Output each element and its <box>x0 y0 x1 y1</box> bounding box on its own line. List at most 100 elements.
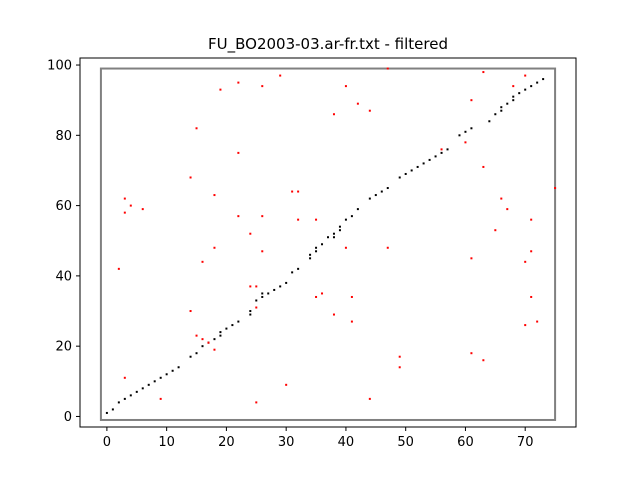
data-point <box>554 187 557 190</box>
data-point <box>315 218 318 221</box>
data-point <box>380 190 383 193</box>
data-point <box>117 401 120 404</box>
data-point <box>530 218 533 221</box>
data-point <box>398 176 401 179</box>
data-point <box>261 250 264 253</box>
x-tick-label: 30 <box>278 435 295 450</box>
data-point <box>237 81 240 84</box>
data-point <box>291 190 294 193</box>
data-point <box>434 155 437 158</box>
data-point <box>506 208 509 211</box>
data-point <box>213 338 216 341</box>
data-point <box>464 130 467 133</box>
data-point <box>261 215 264 218</box>
data-point <box>225 327 228 330</box>
data-point <box>237 151 240 154</box>
x-tick-label: 50 <box>397 435 414 450</box>
data-point <box>530 250 533 253</box>
y-tick-label: 80 <box>55 129 72 144</box>
data-point <box>332 236 335 239</box>
data-point <box>470 127 473 130</box>
data-point <box>195 127 198 130</box>
y-tick-label: 40 <box>55 269 72 284</box>
data-point <box>207 341 210 344</box>
data-point <box>506 102 509 105</box>
data-point <box>321 292 324 295</box>
data-point <box>171 369 174 372</box>
data-point <box>219 331 222 334</box>
data-point <box>135 390 138 393</box>
data-point <box>488 120 491 123</box>
y-tick-label: 100 <box>47 59 72 74</box>
data-point <box>512 99 515 102</box>
data-point <box>123 376 126 379</box>
data-point <box>494 229 497 232</box>
data-point <box>470 99 473 102</box>
data-point <box>255 306 258 309</box>
data-point <box>213 348 216 351</box>
data-point <box>249 285 252 288</box>
data-point <box>189 176 192 179</box>
data-point <box>386 67 389 70</box>
data-point <box>464 141 467 144</box>
data-point <box>518 92 521 95</box>
data-point <box>177 366 180 369</box>
data-point <box>446 148 449 151</box>
data-point <box>524 74 527 77</box>
data-point <box>213 194 216 197</box>
reference-box-rect <box>99 67 557 421</box>
data-point <box>261 292 264 295</box>
data-point <box>494 113 497 116</box>
data-point <box>482 71 485 74</box>
data-point <box>338 229 341 232</box>
data-point <box>470 257 473 260</box>
data-point <box>524 88 527 91</box>
data-point <box>536 81 539 84</box>
data-point <box>315 250 318 253</box>
data-point <box>368 197 371 200</box>
data-point <box>338 225 341 228</box>
series-1 <box>117 67 557 404</box>
data-point <box>315 246 318 249</box>
data-point <box>261 295 264 298</box>
data-point <box>500 109 503 112</box>
data-point <box>285 383 288 386</box>
data-point <box>123 397 126 400</box>
data-point <box>482 165 485 168</box>
data-point <box>482 359 485 362</box>
data-point <box>500 197 503 200</box>
data-point <box>428 158 431 161</box>
data-point <box>332 113 335 116</box>
data-point <box>470 352 473 355</box>
data-point <box>111 408 114 411</box>
data-point <box>279 74 282 77</box>
data-point <box>356 208 359 211</box>
data-point <box>398 355 401 358</box>
data-point <box>195 352 198 355</box>
data-point <box>165 373 168 376</box>
y-tick-label: 20 <box>55 340 72 355</box>
data-point <box>141 208 144 211</box>
data-point <box>159 376 162 379</box>
data-point <box>512 85 515 88</box>
data-point <box>356 102 359 105</box>
data-point <box>129 204 132 207</box>
data-point <box>255 401 258 404</box>
x-tick-label: 60 <box>457 435 474 450</box>
data-point <box>123 211 126 214</box>
x-tick-label: 10 <box>158 435 175 450</box>
data-point <box>297 190 300 193</box>
data-point <box>141 387 144 390</box>
data-point <box>344 218 347 221</box>
data-point <box>255 285 258 288</box>
data-point <box>261 85 264 88</box>
data-point <box>350 295 353 298</box>
data-point <box>321 243 324 246</box>
x-tick-label: 70 <box>517 435 534 450</box>
data-point <box>404 172 407 175</box>
x-tick-label: 0 <box>103 435 111 450</box>
data-point <box>249 313 252 316</box>
data-point <box>123 197 126 200</box>
data-point <box>201 338 204 341</box>
